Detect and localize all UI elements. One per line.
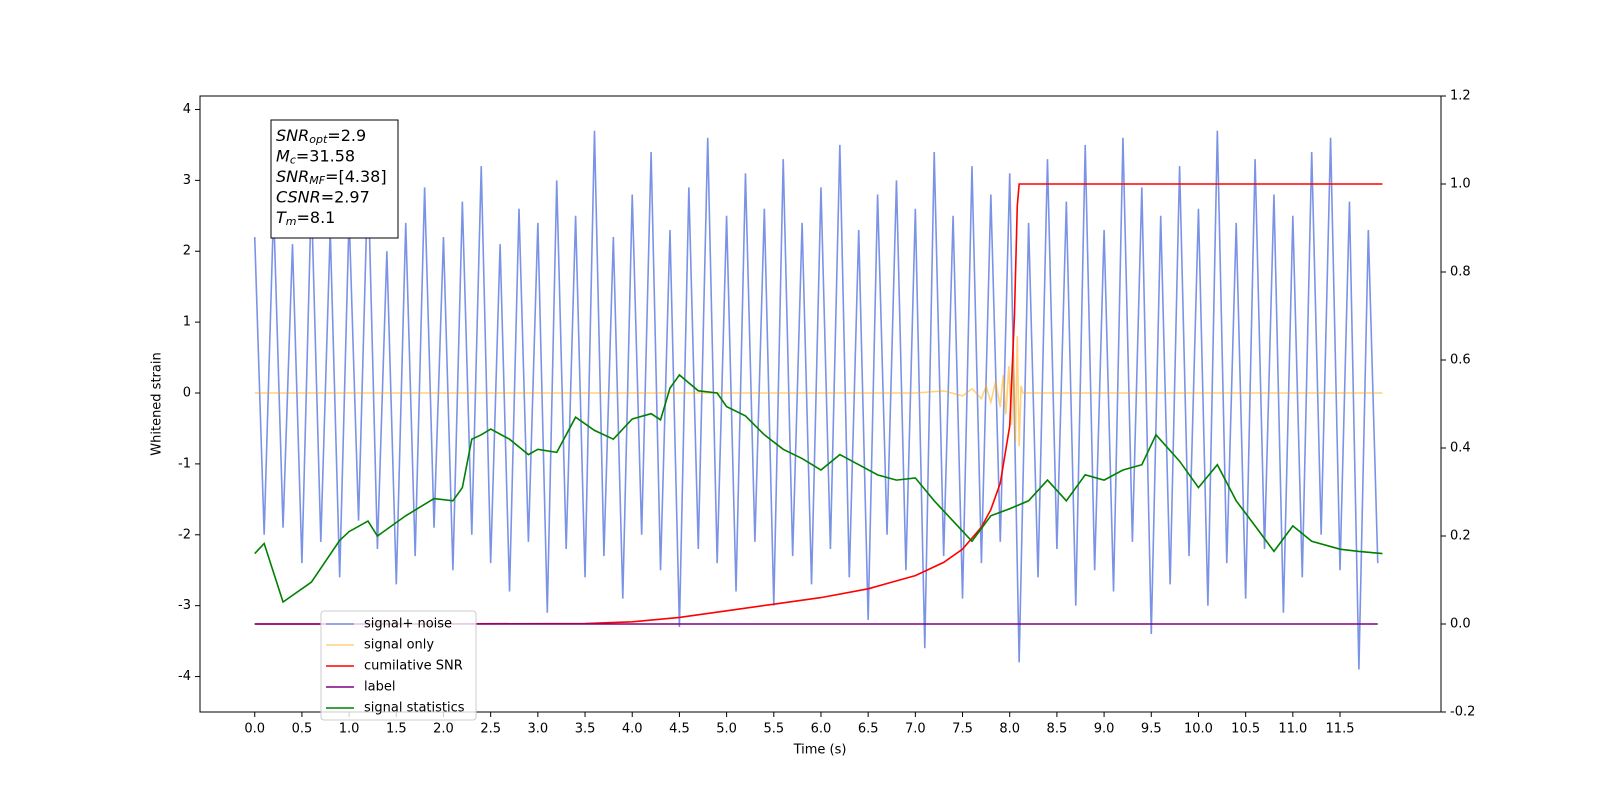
annotation-symbol: CSNR [276, 187, 321, 206]
annotation-value: =31.58 [296, 146, 355, 165]
annotation-value: =2.9 [327, 126, 366, 145]
y-tick-label: 3 [183, 173, 191, 188]
x-tick-label: 7.5 [952, 722, 973, 737]
x-tick-label: 2.5 [480, 722, 501, 737]
x-tick-label: 0.0 [244, 722, 265, 737]
legend-frame [320, 610, 477, 721]
annotation-line: Tm=8.1 [276, 208, 335, 229]
x-tick-label: 9.0 [1094, 722, 1115, 737]
x-tick-label: 9.5 [1141, 722, 1162, 737]
legend-label: label [364, 680, 395, 695]
y-tick-label: -1 [178, 456, 191, 471]
annotation-box: SNRopt=2.9Mc=31.58SNRMF=[4.38]CSNR=2.97T… [270, 119, 399, 239]
annotation-subscript: m [286, 215, 297, 228]
x-tick-label: 3.5 [575, 722, 596, 737]
series-line [254, 336, 1383, 447]
annotation-subscript: c [290, 154, 296, 167]
legend: signal+ noise signal only cumilative SNR la… [320, 610, 477, 721]
series-line [253, 130, 1379, 670]
y-tick-label: 1 [183, 315, 191, 330]
x-tick-label: 6.0 [811, 722, 832, 737]
series-line [254, 183, 1383, 625]
y-axis-label: Whitened strain [150, 352, 165, 455]
y2-tick-label: 0.8 [1450, 265, 1471, 280]
x-tick-label: 7.0 [905, 722, 926, 737]
annotation-line: SNRMF=[4.38] [276, 167, 387, 188]
legend-label: signal statistics [364, 701, 465, 716]
y-tick-label: -3 [178, 598, 191, 613]
x-tick-label: 11.5 [1326, 722, 1355, 737]
y2-tick-label: 0.4 [1450, 441, 1471, 456]
y2-tick-label: -0.2 [1450, 705, 1475, 720]
annotation-symbol: T [276, 208, 287, 227]
y-tick-label: -4 [178, 669, 191, 684]
legend-label: signal+ noise [364, 617, 452, 632]
annotation-line: Mc=31.58 [276, 146, 355, 167]
annotation-line: SNRopt=2.9 [276, 126, 366, 147]
annotation-symbol: SNR [276, 167, 309, 186]
y-tick-label: 2 [183, 244, 191, 259]
x-tick-label: 10.0 [1184, 722, 1213, 737]
annotation-symbol: SNR [276, 126, 309, 145]
x-tick-label: 5.5 [763, 722, 784, 737]
x-tick-label: 5.0 [716, 722, 737, 737]
x-tick-label: 1.0 [339, 722, 360, 737]
x-tick-label: 8.0 [999, 722, 1020, 737]
annotation-value: =2.97 [321, 187, 370, 206]
y-tick-label: 4 [183, 102, 191, 117]
y2-tick-label: 0.2 [1450, 529, 1471, 544]
annotation-subscript: opt [309, 133, 328, 146]
legend-label: cumilative SNR [364, 659, 463, 674]
x-axis-label: Time (s) [793, 743, 847, 758]
x-tick-label: 4.0 [622, 722, 643, 737]
x-tick-label: 6.5 [858, 722, 879, 737]
annotation-value: =8.1 [297, 208, 336, 227]
annotation-subscript: MF [309, 174, 325, 187]
x-tick-label: 11.0 [1278, 722, 1307, 737]
legend-label: signal only [364, 638, 434, 653]
annotation-frame [270, 119, 399, 239]
x-tick-label: 4.5 [669, 722, 690, 737]
y2-tick-label: 0.6 [1450, 353, 1471, 368]
y-tick-label: -2 [178, 527, 191, 542]
annotation-value: =[4.38] [325, 167, 387, 186]
x-tick-label: 10.5 [1231, 722, 1260, 737]
x-tick-label: 8.5 [1047, 722, 1068, 737]
annotation-line: CSNR=2.97 [276, 187, 370, 206]
x-tick-label: 1.5 [386, 722, 407, 737]
x-tick-label: 0.5 [292, 722, 313, 737]
annotation-symbol: M [276, 146, 290, 165]
x-tick-label: 2.0 [433, 722, 454, 737]
y2-tick-label: 0.0 [1450, 617, 1471, 632]
y2-tick-label: 1.2 [1450, 89, 1471, 104]
y-tick-label: 0 [183, 386, 191, 401]
series-line [254, 373, 1383, 604]
x-tick-label: 3.0 [528, 722, 549, 737]
y2-tick-label: 1.0 [1450, 177, 1471, 192]
